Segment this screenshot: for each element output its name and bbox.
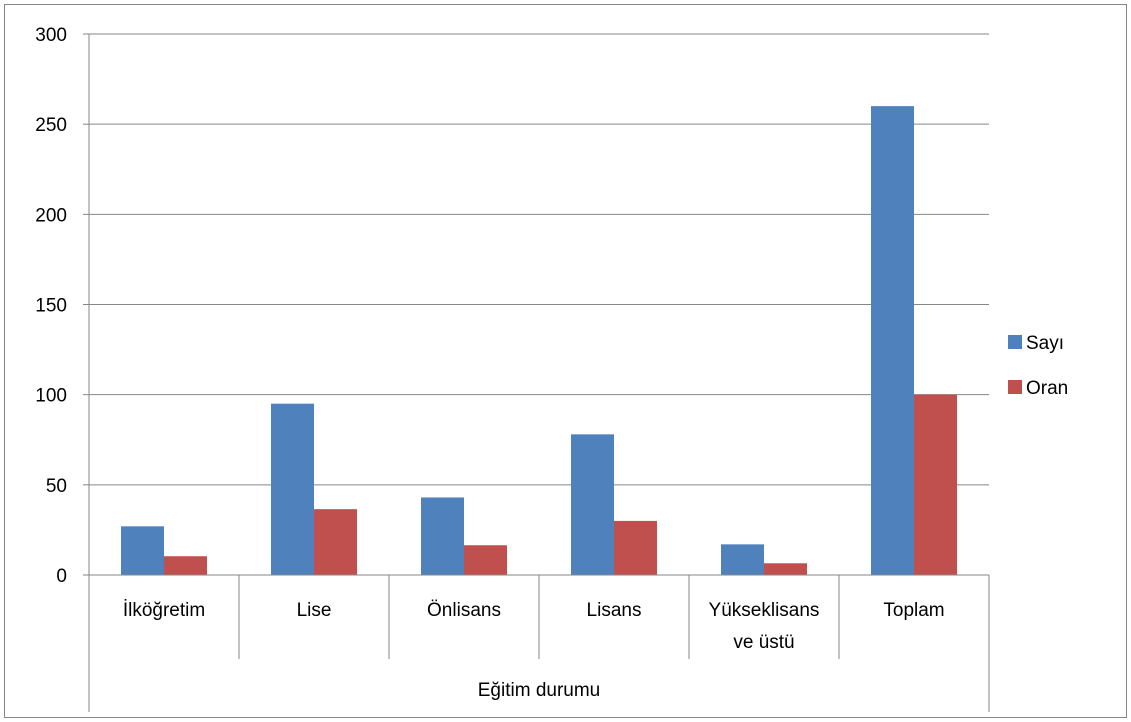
- y-tick-label: 250: [35, 115, 67, 136]
- bar-oran: [164, 556, 207, 575]
- x-category-label-line: Lisans: [587, 600, 642, 621]
- x-category-label: Lise: [297, 600, 332, 621]
- y-tick-labels: 0 50 100 150 200 250 300: [35, 25, 67, 587]
- legend-swatch-oran: [1008, 380, 1022, 394]
- bar-sayı: [871, 106, 914, 575]
- x-category-label-line: Yükseklisans: [709, 600, 820, 621]
- y-tick-label: 0: [56, 566, 67, 587]
- x-category-label-line: Lise: [297, 600, 332, 621]
- x-category-label: Yükseklisans ve üstü: [709, 600, 820, 653]
- bar-oran: [614, 520, 657, 575]
- y-tick-label: 100: [35, 386, 67, 407]
- x-category-label: İlköğretim: [123, 600, 205, 621]
- legend-label-oran: Oran: [1026, 378, 1068, 399]
- bar-sayı: [421, 497, 464, 575]
- x-category-label-line: Toplam: [883, 600, 944, 621]
- bar-sayı: [121, 526, 164, 575]
- bar-sayı: [571, 434, 614, 575]
- bar-oran: [314, 509, 357, 575]
- x-category-labels: İlköğretim Lise Önlisans Lisans Yükseklisans…: [123, 600, 945, 653]
- x-category-label-line: Önlisans: [427, 600, 501, 621]
- bars: [121, 106, 957, 575]
- y-tick-label: 50: [46, 476, 67, 497]
- x-category-label-line: İlköğretim: [123, 600, 205, 621]
- legend-swatch-sayı: [1008, 335, 1022, 349]
- axes: [83, 33, 990, 712]
- x-category-label: Lisans: [587, 600, 642, 621]
- legend: Sayı Oran: [1008, 333, 1068, 399]
- bar-sayı: [271, 403, 314, 575]
- gridlines: [89, 33, 989, 486]
- x-category-label: Toplam: [883, 600, 944, 621]
- y-tick-label: 200: [35, 205, 67, 226]
- x-group-label: Eğitim durumu: [478, 680, 601, 701]
- legend-label-sayı: Sayı: [1026, 333, 1064, 354]
- chart-frame: [4, 4, 1127, 718]
- bar-oran: [764, 563, 807, 575]
- x-category-label: Önlisans: [427, 600, 501, 621]
- bar-oran: [914, 394, 957, 575]
- x-category-label-line: ve üstü: [733, 632, 794, 653]
- y-tick-label: 300: [35, 25, 67, 46]
- bar-sayı: [721, 544, 764, 575]
- y-tick-label: 150: [35, 296, 67, 317]
- bar-oran: [464, 545, 507, 575]
